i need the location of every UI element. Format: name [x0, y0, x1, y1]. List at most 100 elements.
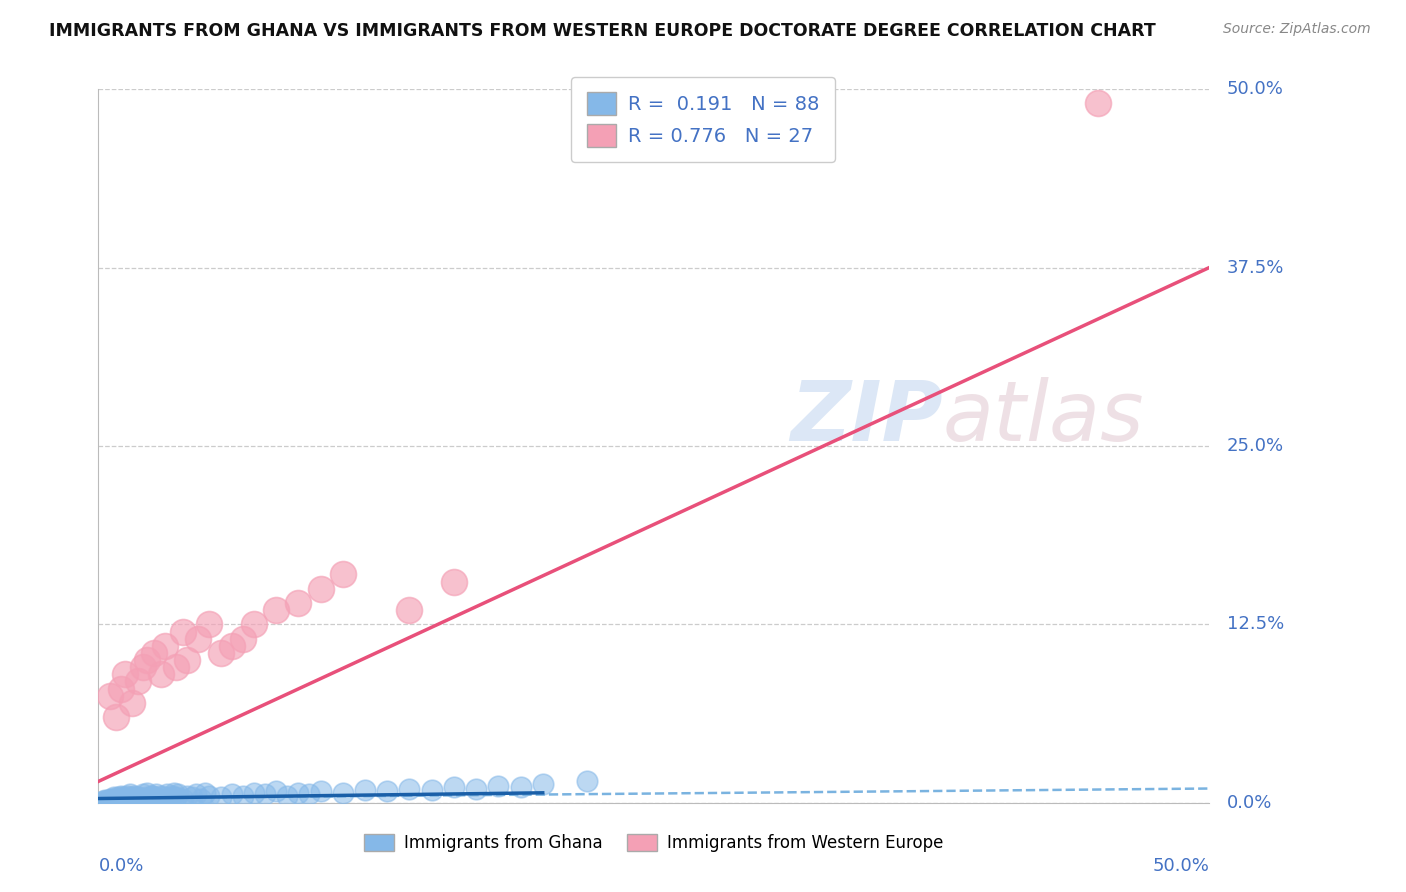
Point [287, 596, 309, 610]
Legend: R =  0.191   N = 88, R = 0.776   N = 27: R = 0.191 N = 88, R = 0.776 N = 27 [571, 77, 835, 162]
Point [221, 639, 243, 653]
Point [110, 794, 132, 808]
Point [114, 791, 136, 805]
Text: IMMIGRANTS FROM GHANA VS IMMIGRANTS FROM WESTERN EUROPE DOCTORATE DEGREE CORRELA: IMMIGRANTS FROM GHANA VS IMMIGRANTS FROM… [49, 22, 1156, 40]
Point [127, 793, 149, 807]
Point [176, 653, 198, 667]
Point [103, 793, 125, 807]
Point [107, 790, 129, 805]
Text: 0.0%: 0.0% [98, 857, 143, 875]
Point [110, 681, 132, 696]
Point [111, 790, 134, 805]
Point [172, 791, 194, 805]
Point [129, 794, 152, 808]
Point [100, 794, 122, 808]
Point [153, 790, 176, 805]
Point [132, 791, 155, 805]
Point [264, 784, 287, 798]
Point [94, 794, 117, 808]
Point [332, 567, 354, 582]
Text: 12.5%: 12.5% [1227, 615, 1284, 633]
Point [309, 582, 332, 596]
Point [156, 787, 179, 801]
Text: 0.0%: 0.0% [1227, 794, 1272, 812]
Point [243, 617, 266, 632]
Point [198, 617, 221, 632]
Point [190, 791, 212, 805]
Point [420, 783, 443, 797]
Point [176, 789, 198, 803]
Point [160, 789, 183, 803]
Text: 50.0%: 50.0% [1227, 80, 1284, 98]
Point [221, 787, 243, 801]
Point [114, 791, 136, 805]
Point [486, 779, 509, 793]
Point [110, 791, 132, 805]
Point [141, 789, 163, 803]
Point [118, 791, 141, 805]
Legend: Immigrants from Ghana, Immigrants from Western Europe: Immigrants from Ghana, Immigrants from W… [357, 827, 950, 859]
Point [91, 794, 114, 808]
Point [143, 790, 166, 805]
Point [141, 789, 163, 803]
Point [121, 790, 143, 805]
Point [194, 786, 217, 800]
Point [127, 790, 149, 805]
Point [98, 689, 121, 703]
Text: atlas: atlas [942, 377, 1144, 458]
Point [180, 790, 202, 805]
Point [122, 789, 145, 803]
Point [165, 790, 187, 805]
Point [287, 786, 309, 800]
Point [127, 674, 149, 689]
Point [145, 787, 167, 801]
Point [143, 646, 166, 660]
Point [100, 791, 122, 805]
Text: 50.0%: 50.0% [1153, 857, 1209, 875]
Point [134, 791, 156, 805]
Point [136, 786, 159, 800]
Point [143, 793, 166, 807]
Point [332, 786, 354, 800]
Text: Source: ZipAtlas.com: Source: ZipAtlas.com [1223, 22, 1371, 37]
Point [127, 790, 149, 805]
Point [132, 787, 155, 801]
Point [165, 660, 187, 674]
Point [103, 790, 125, 805]
Point [136, 653, 159, 667]
Point [105, 710, 128, 724]
Point [148, 791, 170, 805]
Point [167, 787, 190, 801]
Point [118, 787, 141, 801]
Point [121, 793, 143, 807]
Point [132, 660, 155, 674]
Point [209, 646, 232, 660]
Point [398, 603, 420, 617]
Point [105, 794, 128, 808]
Point [152, 793, 174, 807]
Point [98, 791, 121, 805]
Point [110, 789, 132, 803]
Point [172, 624, 194, 639]
Point [264, 603, 287, 617]
Point [114, 667, 136, 681]
Point [121, 793, 143, 807]
Point [443, 780, 465, 794]
Point [1087, 96, 1109, 111]
Point [375, 784, 398, 798]
Point [354, 783, 377, 797]
Point [100, 793, 122, 807]
Text: 25.0%: 25.0% [1227, 437, 1284, 455]
Point [298, 787, 321, 801]
Text: 37.5%: 37.5% [1227, 259, 1284, 277]
Point [117, 793, 139, 807]
Point [134, 793, 156, 807]
Point [276, 789, 298, 803]
Point [149, 789, 172, 803]
Point [98, 793, 121, 807]
Point [153, 639, 176, 653]
Point [149, 667, 172, 681]
Point [253, 787, 276, 801]
Point [163, 786, 186, 800]
Point [117, 789, 139, 803]
